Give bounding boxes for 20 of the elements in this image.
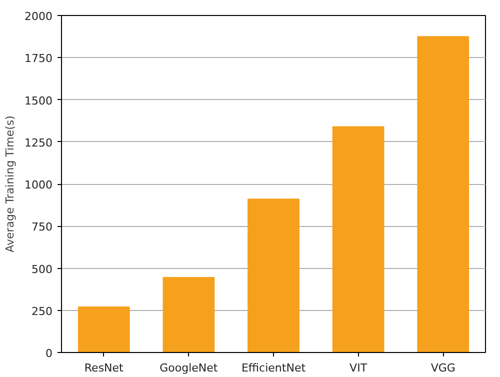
y-axis-title: Average Training Time(s) [4,116,17,252]
y-tick-label: 0 [46,347,52,360]
y-tick-label: 1500 [24,94,53,108]
y-tick-label: 500 [32,262,53,276]
x-tick-label: VGG [430,362,456,374]
y-tick-label: 250 [32,304,53,318]
x-tick-label: ResNet [84,362,124,374]
bar [162,277,215,352]
y-tick-label: 1000 [24,178,53,192]
bar [248,198,300,352]
y-tick-label: 2000 [24,10,53,23]
x-tick-label: VIT [350,362,368,374]
x-tick-label: GoogleNet [160,362,218,374]
y-tick-label: 1750 [24,52,53,66]
y-tick-label: 1250 [24,136,53,150]
x-tick-label: EfficientNet [241,362,306,374]
y-tick-label: 750 [32,220,53,234]
bar [78,306,130,352]
bar [332,126,384,352]
bar [417,36,470,352]
